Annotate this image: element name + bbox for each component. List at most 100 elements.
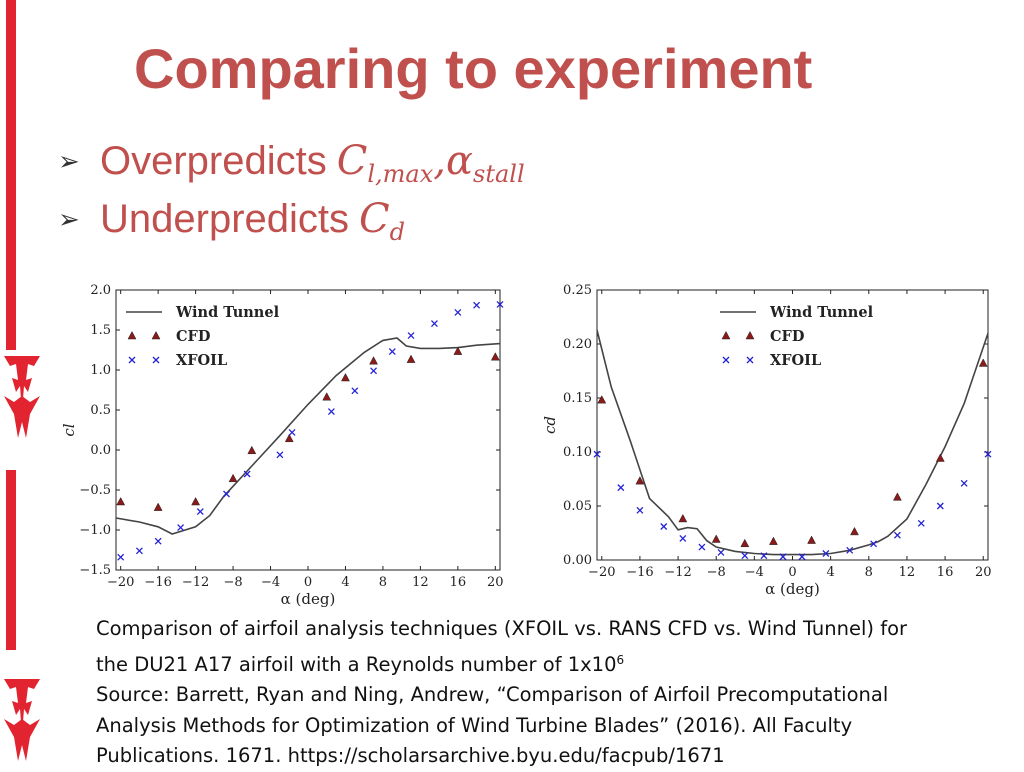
cd-cfd-point (635, 476, 645, 485)
cd-xlabel: α (deg) (765, 580, 820, 598)
cd-xfoil-point (741, 552, 749, 560)
cl-cfd-point (284, 433, 294, 443)
bullet-underpredicts: ➢ Underpredicts Cd (58, 196, 958, 254)
cd-xtick-label: 16 (937, 565, 954, 580)
cl-xfoil-point (223, 490, 230, 498)
cd-cfd-point (769, 536, 778, 545)
cd-series-wind-tunnel (596, 329, 989, 556)
cl-legend-label: XFOIL (176, 352, 227, 369)
cd-xfoil-point (870, 540, 878, 548)
cd-xfoil-point (960, 479, 968, 487)
cd-xtick-label: −16 (626, 565, 653, 580)
cd-cfd-point (978, 358, 988, 367)
cl-legend-triangle (127, 330, 137, 340)
cl-xtick-label: −8 (223, 575, 242, 590)
cd-cfd-point (892, 492, 902, 501)
cd-xtick-label: 20 (975, 565, 992, 580)
cl-xtick-label: 20 (487, 575, 504, 590)
bullet-text: Overpredicts (100, 139, 327, 183)
cl-ylabel: cl (60, 423, 78, 436)
cd-xfoil-point (717, 548, 725, 556)
cd-xfoil-point (760, 552, 768, 560)
cl-legend-x (128, 356, 136, 364)
cd-cfd-point (711, 534, 721, 543)
drag-coefficient-chart: −20 −16 −12 −8 −4 0 4 8 12 16 20 0.00 0.05 0.10 0.15 0.… (541, 283, 992, 598)
cd-ytick-label: 0.10 (563, 445, 592, 460)
cd-xfoil-point (917, 519, 925, 527)
cl-xtick-label: −4 (261, 575, 280, 590)
cl-legend-label: CFD (176, 328, 210, 345)
bullet-text: Underpredicts (100, 197, 350, 241)
cd-xtick-label: 8 (865, 565, 873, 580)
cd-legend-label: XFOIL (770, 352, 821, 369)
cd-xfoil-point (936, 502, 944, 510)
cl-xtick-label: 4 (341, 575, 349, 590)
cl-ytick-label: 0.0 (90, 443, 111, 458)
cl-xfoil-point (388, 348, 396, 356)
cl-xfoil-point (454, 308, 462, 316)
lift-coefficient-chart: −20 −16 −12 −8 −4 0 4 8 12 16 20 −1.5 −1.0 −0.5 0.0 0.5… (60, 283, 504, 608)
cd-cfd-point (597, 395, 607, 404)
cl-xfoil-point (196, 508, 204, 516)
cd-xtick-label: 4 (827, 565, 835, 580)
cl-xfoil-point (496, 300, 504, 308)
cd-xfoil-point (893, 531, 901, 539)
cd-xfoil-point (617, 484, 625, 492)
math-cl-max: Cl,max,αstall (336, 138, 525, 188)
cd-legend-triangle (745, 330, 755, 340)
cd-xtick-label: 0 (788, 565, 796, 580)
caption-line-5: Publications. 1671. https://scholarsarch… (96, 744, 725, 767)
cl-series-wind-tunnel (115, 337, 501, 535)
cd-legend-triangle (721, 330, 731, 340)
cd-xfoil-point (779, 553, 787, 561)
cl-xfoil-point (177, 524, 185, 532)
cd-ytick-label: 0.05 (563, 499, 592, 514)
cl-xfoil-point (407, 332, 415, 340)
cd-cfd-point (850, 526, 859, 536)
arrow-bullet-icon: ➢ (58, 146, 80, 176)
brand-stripe-top (6, 0, 16, 350)
cd-cfd-point (807, 535, 816, 544)
cd-xfoil-point (660, 523, 668, 530)
cd-ytick-label: 0.20 (563, 337, 592, 352)
cd-xfoil-point (593, 450, 601, 458)
cd-xfoil-point (798, 553, 806, 561)
bullet-overpredicts: ➢ Overpredicts Cl,max,αstall (58, 138, 958, 196)
cl-cfd-point (116, 496, 126, 506)
dixie-logo-icon-2 (4, 679, 40, 761)
cd-ytick-label: 0.25 (563, 283, 592, 298)
cd-xtick-label: −4 (745, 565, 764, 580)
cl-cfd-point (490, 352, 500, 361)
cd-xfoil-point (636, 506, 644, 514)
arrow-bullet-icon: ➢ (58, 204, 80, 234)
cl-cfd-point (228, 473, 238, 483)
bullet-list: ➢ Overpredicts Cl,max,αstall ➢ Underpred… (58, 138, 958, 254)
cd-legend-label: CFD (770, 328, 804, 345)
cl-cfd-point (153, 502, 163, 511)
cd-ytick-label: 0.15 (563, 391, 592, 406)
cl-xfoil-point (370, 367, 378, 375)
cd-legend-label: Wind Tunnel (769, 304, 874, 321)
cl-xfoil-point (154, 537, 162, 545)
cl-cfd-point (341, 372, 350, 382)
left-brand-band (0, 0, 46, 768)
cl-xfoil-point (473, 301, 481, 309)
cl-xfoil-point (276, 451, 284, 459)
cl-ytick-label: 0.5 (90, 403, 111, 418)
cl-cfd-point (191, 496, 201, 506)
cl-xlabel: α (deg) (281, 590, 336, 608)
cl-plot-frame (115, 289, 501, 571)
brand-stripe-bottom (6, 470, 16, 650)
caption-line-4: Analysis Methods for Optimization of Win… (96, 713, 853, 737)
cl-cfd-point (453, 346, 463, 355)
cl-xfoil-point (288, 428, 296, 436)
cl-cfd-point (406, 354, 416, 363)
caption-line-2: the DU21 A17 airfoil with a Reynolds num… (96, 652, 625, 676)
slide-title: Comparing to experiment (134, 37, 813, 100)
cd-legend-x (746, 356, 754, 364)
cd-xtick-label: −12 (664, 565, 691, 580)
cd-cfd-point (740, 538, 750, 548)
cl-xfoil-point (243, 470, 251, 478)
cl-cfd-point (247, 445, 257, 455)
cl-xfoil-point (430, 320, 438, 328)
